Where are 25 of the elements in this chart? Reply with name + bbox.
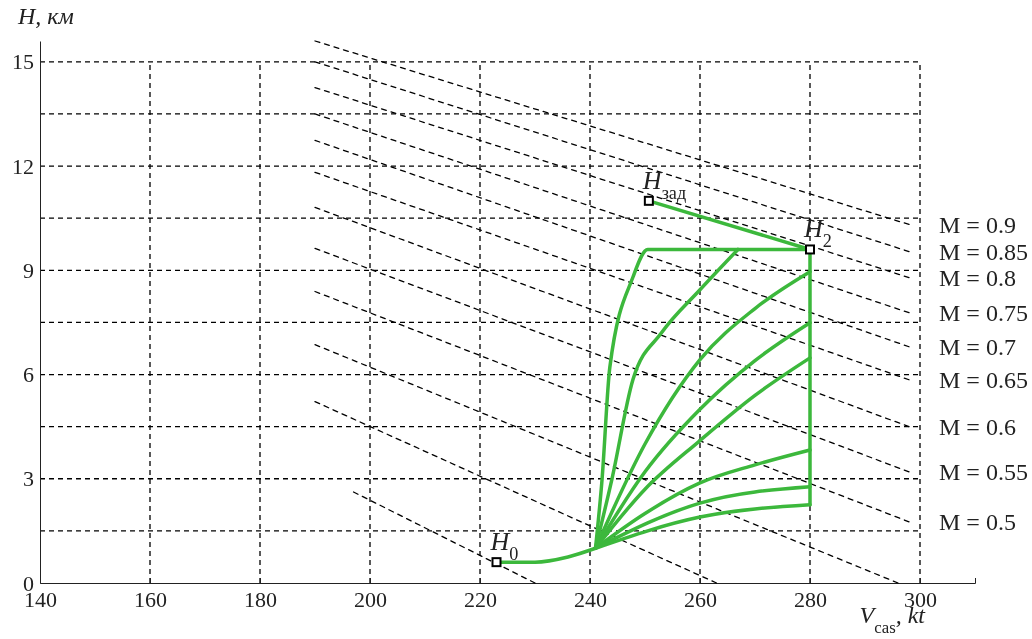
annotation: H$_{2}$ [803,214,832,252]
x-tick-label: 260 [684,586,717,612]
x-tick-label: 160 [134,586,167,612]
annotation: H$_{0}$ [489,527,519,565]
x-tick-label: 220 [464,586,497,612]
series-label: M = 0.9 [939,211,1016,238]
annotation: H$_{зад}$ [641,165,687,203]
series-label: M = 0.5 [939,509,1016,536]
x-tick-label: 280 [794,586,827,612]
series-label: M = 0.85 [939,238,1028,265]
series-label: M = 0.75 [939,300,1028,327]
y-tick-label: 9 [23,257,34,283]
series-label: M = 0.8 [939,265,1016,291]
x-tick-label: 240 [574,586,607,612]
series-label: M = 0.6 [939,414,1016,441]
series-label: M = 0.65 [939,367,1028,394]
y-axis-title: H, км [17,3,74,29]
x-tick-label: 200 [354,586,387,612]
y-tick-label: 6 [23,362,34,388]
y-tick-label: 12 [12,153,34,179]
x-tick-label: 180 [244,586,277,612]
y-tick-label: 15 [12,49,34,75]
y-tick-label: 3 [23,466,34,492]
series-label: M = 0.7 [939,334,1016,361]
series-label: M = 0.55 [939,459,1028,486]
